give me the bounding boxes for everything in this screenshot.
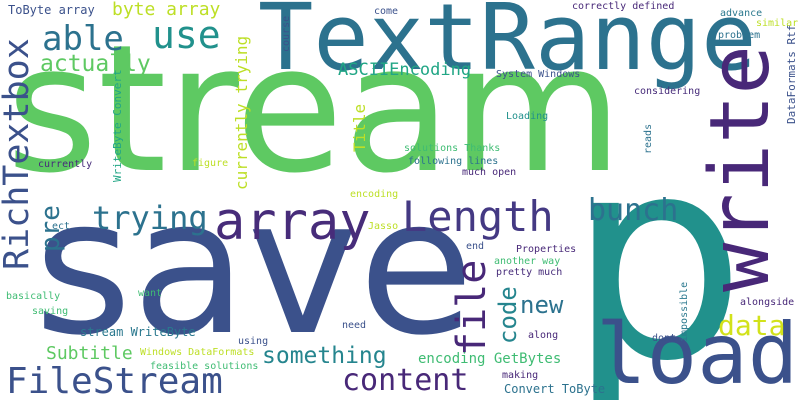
word: want <box>138 288 163 299</box>
word: bunch <box>588 193 679 228</box>
word: another way <box>494 256 561 267</box>
word: TextRange <box>258 0 757 91</box>
word: WriteByte Convert <box>111 69 124 182</box>
word: ToByte array <box>8 3 95 17</box>
word: encoding <box>350 189 399 200</box>
word: Windows DataFormats <box>140 347 255 358</box>
word: trying <box>92 199 208 237</box>
word: stream WriteByte <box>80 325 196 339</box>
word: course <box>281 15 292 52</box>
word: Title <box>350 103 369 152</box>
word: along <box>528 330 559 341</box>
word: FileStream <box>6 361 223 400</box>
word: content <box>342 363 469 398</box>
word: much open <box>462 167 517 178</box>
word: solutions Thanks <box>404 143 501 154</box>
word: following lines <box>408 156 499 167</box>
word: dont <box>652 333 677 344</box>
word: load <box>596 305 799 400</box>
word: stream <box>6 7 623 212</box>
word: array <box>214 192 371 252</box>
word: ASCIIEncoding <box>338 60 472 80</box>
word: Subtitle <box>46 343 133 364</box>
word: able <box>42 19 124 59</box>
word: something <box>262 343 387 369</box>
word: RichTextbox <box>0 38 37 270</box>
word: figure <box>192 158 229 169</box>
word: encoding GetBytes <box>418 351 562 367</box>
word: actually <box>40 51 151 77</box>
word: DataFormats Rtf <box>785 24 798 124</box>
word: reads <box>643 123 654 154</box>
word: Convert ToByte <box>504 382 606 396</box>
word: file <box>449 259 495 356</box>
word: correctly defined <box>572 1 675 12</box>
word: similar <box>756 18 799 29</box>
word: currently trying <box>232 35 251 190</box>
word: write <box>693 45 788 292</box>
word: problem <box>718 30 761 41</box>
word: feasible solutions <box>150 361 259 372</box>
word: need <box>342 320 367 331</box>
word: byte array <box>112 0 221 20</box>
word: pretty much <box>496 267 563 278</box>
word: end <box>466 241 485 252</box>
word: advance <box>720 8 763 19</box>
word: making <box>502 370 539 381</box>
word: alongside <box>740 297 795 308</box>
word: code <box>494 286 522 344</box>
word: using <box>238 336 269 347</box>
word: currently <box>38 159 93 170</box>
word: data <box>718 309 786 342</box>
word: impossible <box>679 281 690 342</box>
word: save <box>34 158 475 377</box>
word: ect <box>52 221 71 232</box>
word: p <box>568 97 746 400</box>
word: System Windows <box>496 69 581 80</box>
word: come <box>374 6 399 17</box>
word: Properties <box>516 244 577 255</box>
word: Length <box>402 192 554 241</box>
word: saving <box>32 306 69 317</box>
word: new <box>520 291 564 319</box>
word: Loading <box>506 111 549 122</box>
word: considering <box>634 86 701 97</box>
word: use <box>152 13 221 57</box>
word: Jasso <box>368 221 399 232</box>
word: basically <box>6 291 61 302</box>
